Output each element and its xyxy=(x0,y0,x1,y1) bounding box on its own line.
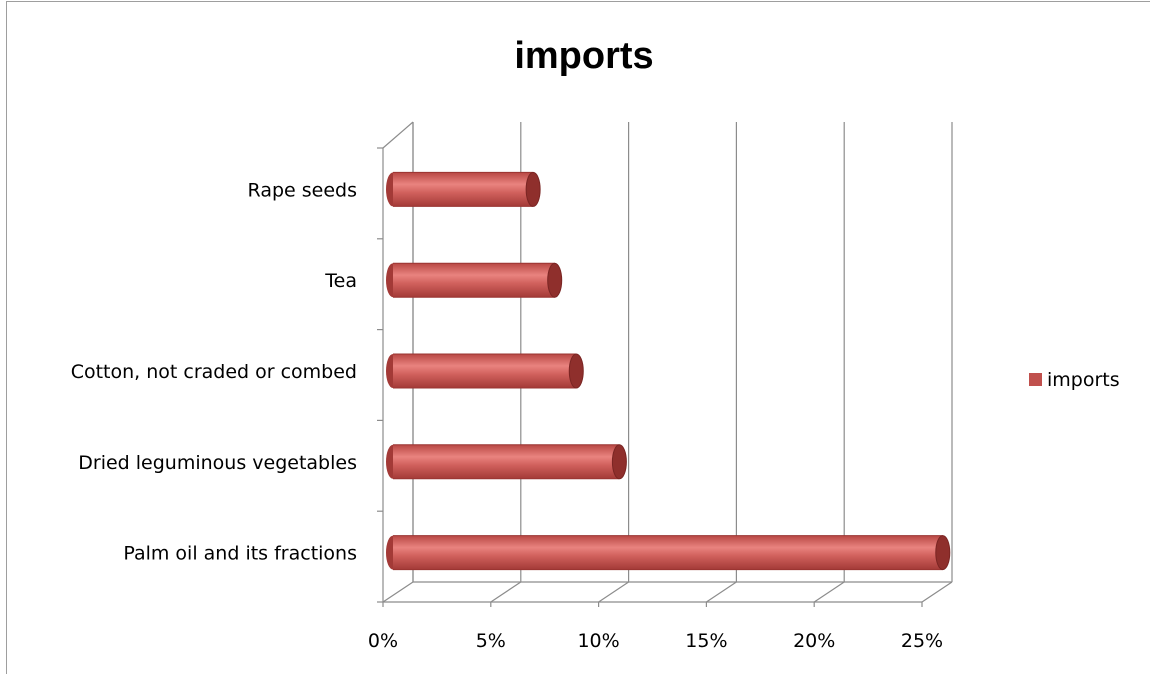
bar xyxy=(386,444,627,480)
legend-swatch xyxy=(1029,373,1042,386)
category-label: Cotton, not craded or combed xyxy=(71,361,357,383)
chart-title: imports xyxy=(514,35,653,77)
floor-gridline xyxy=(490,581,522,603)
category-label: Palm oil and its fractions xyxy=(123,543,357,565)
bar xyxy=(386,171,541,207)
bar xyxy=(386,353,584,389)
floor-gridline xyxy=(382,581,414,603)
floor-gridline xyxy=(598,581,629,603)
bar-body xyxy=(393,172,534,207)
floor-gridline xyxy=(813,581,845,603)
bar-body xyxy=(393,444,620,479)
bar xyxy=(386,262,563,298)
bar xyxy=(386,535,951,571)
grid xyxy=(377,121,953,607)
bar-cap-end xyxy=(568,353,584,389)
category-label: Tea xyxy=(324,270,357,292)
x-tick-label: 25% xyxy=(901,630,943,652)
floor-gridline xyxy=(706,581,737,603)
category-labels: Rape seeds Tea Cotton, not craded or combe… xyxy=(71,179,357,564)
bar-cap-end xyxy=(547,262,563,298)
bar-cap-end xyxy=(611,444,627,480)
legend: imports xyxy=(1029,369,1120,391)
x-tick-labels: 0% 5% 10% 15% 20% 25% xyxy=(368,630,943,652)
floor-gridline xyxy=(921,581,953,603)
bar-cap-end xyxy=(935,535,951,571)
bars xyxy=(386,171,951,571)
bar-body xyxy=(393,263,555,298)
x-tick-label: 5% xyxy=(476,630,506,652)
bar-body xyxy=(393,354,577,388)
x-tick-label: 20% xyxy=(793,630,835,652)
wall-top-edge xyxy=(382,121,414,149)
x-tick-label: 15% xyxy=(685,630,727,652)
legend-label: imports xyxy=(1047,369,1120,391)
bar-body xyxy=(393,535,943,570)
category-label: Rape seeds xyxy=(248,179,357,201)
x-tick-label: 10% xyxy=(577,630,619,652)
chart-frame xyxy=(6,1,1150,674)
bar-cap-end xyxy=(525,171,541,207)
category-label: Dried leguminous vegetables xyxy=(78,452,357,474)
x-tick-label: 0% xyxy=(368,630,398,652)
